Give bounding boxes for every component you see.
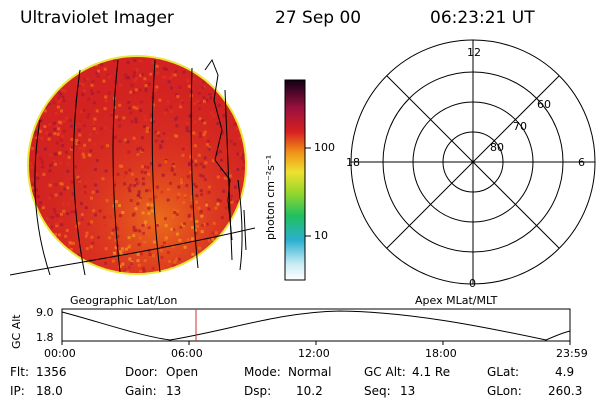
info-ip-value: 18.0 — [36, 384, 63, 398]
info-gcalt-label: GC Alt: — [364, 365, 406, 379]
mlat-label-80: 80 — [490, 141, 504, 154]
mlt-label-6: 6 — [578, 156, 585, 169]
info-glon-value: 260.3 — [548, 384, 583, 398]
geographic-caption: Geographic Lat/Lon — [70, 294, 178, 307]
apex-caption: Apex MLat/MLT — [415, 294, 498, 307]
colorbar-tick-100: 100 — [314, 141, 335, 154]
altitude-tick-1-8: 1.8 — [36, 331, 54, 344]
info-gcalt-value: 4.1 Re — [412, 365, 451, 379]
time-tick-0600: 06:00 — [171, 347, 203, 360]
info-glon-label: GLon: — [487, 384, 522, 398]
mlat-label-70: 70 — [513, 120, 527, 133]
instrument-title: Ultraviolet Imager — [20, 8, 174, 28]
info-seq-label: Seq: — [364, 384, 391, 398]
mlt-label-0: 0 — [469, 277, 476, 290]
polar-mlt-grid — [350, 39, 596, 285]
info-glat-label: GLat: — [487, 365, 520, 379]
altitude-axis-label: GC Alt — [10, 314, 23, 349]
altitude-tick-9: 9.0 — [36, 306, 54, 319]
altitude-plot — [61, 308, 571, 345]
geographic-grid — [9, 58, 256, 276]
colorbar-unit-label: photon cm⁻²s⁻¹ — [264, 154, 277, 240]
uv-disk-image — [27, 55, 247, 275]
time-tick-1200: 12:00 — [298, 347, 330, 360]
info-mode-label: Mode: — [244, 365, 281, 379]
info-flight-label: Flt: — [10, 365, 29, 379]
time-tick-2359: 23:59 — [556, 347, 588, 360]
time-tick-1800: 18:00 — [425, 347, 457, 360]
info-door-value: Open — [166, 365, 199, 379]
info-flight-value: 1356 — [36, 365, 67, 379]
info-gain-value: 13 — [166, 384, 182, 398]
info-dsp-value: 10.2 — [296, 384, 323, 398]
observation-date: 27 Sep 00 — [275, 8, 362, 28]
info-seq-value: 13 — [400, 384, 416, 398]
observation-time: 06:23:21 UT — [430, 8, 535, 28]
mlat-label-60: 60 — [537, 98, 551, 111]
info-door-label: Door: — [125, 365, 158, 379]
mlt-label-18: 18 — [346, 156, 360, 169]
info-dsp-label: Dsp: — [244, 384, 272, 398]
info-mode-value: Normal — [288, 365, 332, 379]
colorbar-tick-10: 10 — [314, 229, 328, 242]
info-glat-value: 4.9 — [555, 365, 575, 379]
mlt-label-12: 12 — [467, 46, 481, 59]
colorbar — [284, 79, 311, 281]
info-ip-label: IP: — [10, 384, 25, 398]
time-tick-0000: 00:00 — [44, 347, 76, 360]
info-gain-label: Gain: — [125, 384, 157, 398]
